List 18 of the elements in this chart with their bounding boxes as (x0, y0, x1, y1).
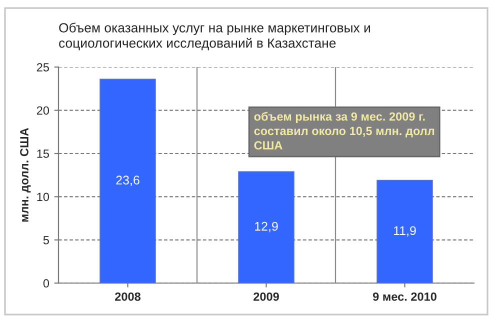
data-label: 12,9 (255, 222, 278, 232)
data-label: 23,6 (116, 176, 140, 186)
y-tick-label: 25 (36, 63, 49, 72)
annotation: объем рынка за 9 мес. 2009 г. составил около 10,5 млн. долл США (254, 112, 434, 150)
y-tick-label: 15 (37, 150, 49, 158)
data-label: 11,9 (394, 226, 416, 237)
x-tick-label: 2008 (115, 292, 141, 301)
y-axis-title: млн. долл. США (20, 128, 31, 222)
bar (238, 171, 294, 284)
y-tick-label: 0 (43, 279, 50, 288)
y-tick-label: 5 (43, 236, 49, 244)
chart-title: Объем оказанных услуг на рынке маркетинговых и социологических исследований в Казахстане (59, 22, 370, 50)
bar (376, 180, 433, 284)
y-tick-label: 10 (37, 192, 50, 202)
x-tick-label: 9 мес. 2010 (372, 292, 436, 301)
bar (100, 78, 156, 284)
x-tick-label: 2009 (254, 292, 279, 301)
y-tick-label: 20 (36, 106, 50, 115)
